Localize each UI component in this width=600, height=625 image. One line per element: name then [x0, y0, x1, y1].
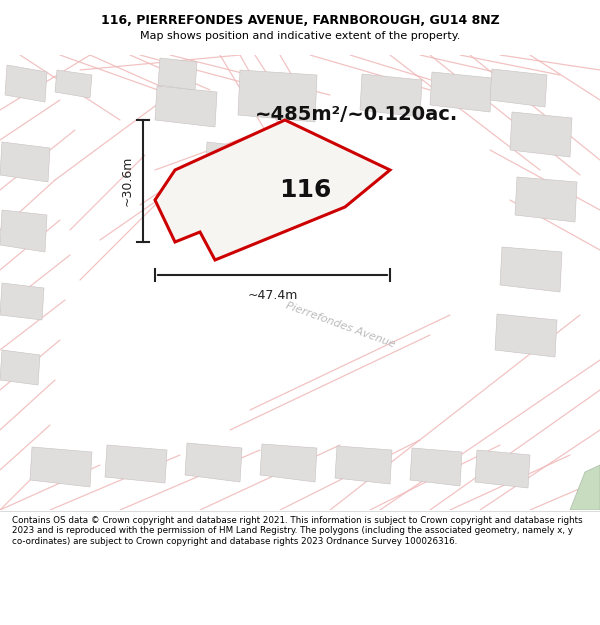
Text: 116: 116	[279, 178, 331, 202]
Polygon shape	[430, 72, 492, 112]
Polygon shape	[500, 247, 562, 292]
Polygon shape	[490, 69, 547, 107]
Polygon shape	[155, 120, 390, 260]
Polygon shape	[515, 177, 577, 222]
Text: Map shows position and indicative extent of the property.: Map shows position and indicative extent…	[140, 31, 460, 41]
Polygon shape	[185, 443, 242, 482]
Polygon shape	[0, 283, 44, 320]
Polygon shape	[260, 444, 317, 482]
Polygon shape	[360, 74, 422, 117]
Polygon shape	[495, 314, 557, 357]
Text: ~47.4m: ~47.4m	[247, 289, 298, 302]
Text: ~30.6m: ~30.6m	[121, 156, 134, 206]
Polygon shape	[410, 448, 462, 486]
Polygon shape	[570, 465, 600, 510]
Polygon shape	[105, 445, 167, 483]
Polygon shape	[510, 112, 572, 157]
Polygon shape	[0, 142, 50, 182]
Polygon shape	[335, 446, 392, 484]
Polygon shape	[0, 350, 40, 385]
Polygon shape	[0, 210, 47, 252]
Polygon shape	[155, 86, 217, 127]
Polygon shape	[275, 168, 332, 214]
Polygon shape	[30, 447, 92, 487]
Text: 116, PIERREFONDES AVENUE, FARNBOROUGH, GU14 8NZ: 116, PIERREFONDES AVENUE, FARNBOROUGH, G…	[101, 14, 499, 27]
Polygon shape	[55, 70, 92, 98]
Text: ~485m²/~0.120ac.: ~485m²/~0.120ac.	[255, 106, 458, 124]
Polygon shape	[475, 450, 530, 488]
Polygon shape	[5, 65, 47, 102]
Polygon shape	[158, 58, 197, 90]
Polygon shape	[205, 142, 277, 200]
Polygon shape	[238, 70, 317, 122]
Text: Pierrefondes Avenue: Pierrefondes Avenue	[284, 301, 396, 349]
Text: Contains OS data © Crown copyright and database right 2021. This information is : Contains OS data © Crown copyright and d…	[12, 516, 583, 546]
